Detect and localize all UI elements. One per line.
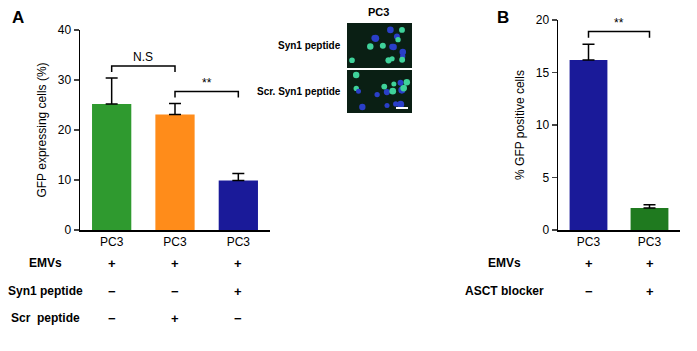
svg-text:20: 20 [58,123,72,137]
svg-text:+: + [234,256,242,271]
svg-text:Syn1 peptide: Syn1 peptide [278,40,341,51]
svg-text:+: + [234,284,242,299]
svg-text:−: − [234,311,242,326]
svg-text:GFP expressing cells (%): GFP expressing cells (%) [35,62,49,197]
svg-text:−: − [171,284,179,299]
svg-text:PC3: PC3 [638,235,662,249]
svg-text:+: + [646,284,654,299]
svg-text:20: 20 [536,13,550,27]
svg-text:ASCT blocker: ASCT blocker [465,284,544,298]
svg-text:5: 5 [542,171,549,185]
svg-text:PC3: PC3 [577,235,601,249]
svg-text:0: 0 [542,223,549,237]
svg-text:% GFP positive cells: % GFP positive cells [513,70,527,180]
svg-text:+: + [646,256,654,271]
svg-text:B: B [497,8,509,27]
svg-text:PC3: PC3 [227,235,251,249]
svg-text:PC3: PC3 [100,235,124,249]
svg-text:Scr. Syn1 peptide: Scr. Syn1 peptide [257,86,341,97]
svg-text:−: − [585,284,593,299]
svg-text:PC3: PC3 [163,235,187,249]
svg-text:−: − [108,284,116,299]
svg-text:EMVs: EMVs [488,256,521,270]
svg-text:+: + [585,256,593,271]
svg-text:Syn1 peptide: Syn1 peptide [8,284,83,298]
svg-text:N.S: N.S [133,50,153,64]
svg-text:+: + [171,311,179,326]
svg-text:EMVs: EMVs [29,256,62,270]
svg-text:30: 30 [58,73,72,87]
svg-text:40: 40 [58,23,72,37]
svg-text:Scr peptide: Scr peptide [11,311,80,325]
svg-text:+: + [108,256,116,271]
svg-text:10: 10 [58,173,72,187]
svg-text:**: ** [614,16,624,30]
svg-text:PC3: PC3 [368,6,389,18]
svg-text:**: ** [202,76,212,90]
svg-text:+: + [171,256,179,271]
svg-text:15: 15 [536,66,550,80]
svg-text:0: 0 [64,223,71,237]
svg-text:A: A [12,8,24,27]
svg-text:10: 10 [536,118,550,132]
svg-text:−: − [108,311,116,326]
